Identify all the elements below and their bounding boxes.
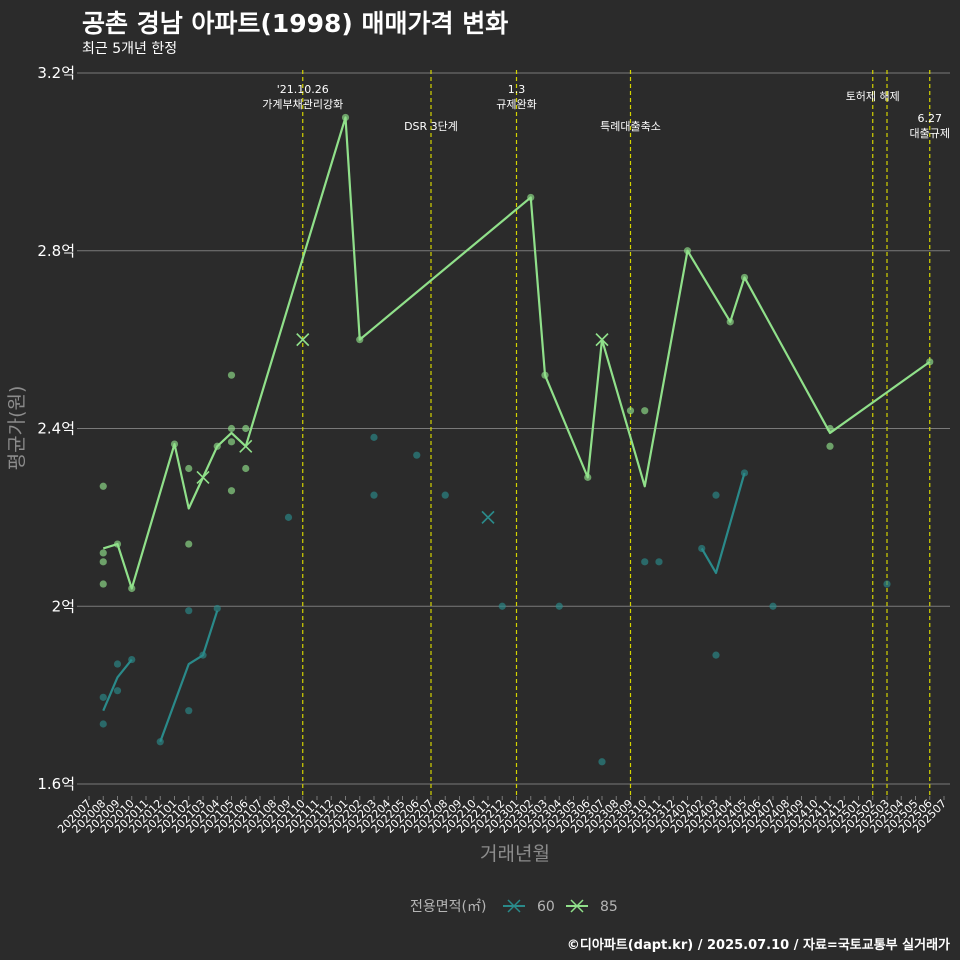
data-point-85 <box>185 464 193 473</box>
series-line-85 <box>102 116 931 590</box>
data-point-85 <box>227 371 236 379</box>
event-label: 대출규제 <box>910 127 950 140</box>
event-label: DSR 3단계 <box>404 120 458 133</box>
series-line-60 <box>700 472 746 575</box>
data-point-85 <box>99 558 107 566</box>
data-point-85 <box>99 580 107 588</box>
cross-marker-85 <box>239 439 253 453</box>
data-point-85 <box>242 424 250 433</box>
data-series <box>99 113 934 766</box>
data-point-85 <box>99 482 107 490</box>
legend-85-cross-icon <box>570 899 584 913</box>
data-point-60 <box>598 758 606 766</box>
event-label: 가계부채관리강화 <box>262 98 343 111</box>
data-point-85 <box>227 438 236 446</box>
y-tick-label: 2.8억 <box>37 242 75 260</box>
data-point-60 <box>498 602 506 610</box>
data-point-85 <box>99 549 107 557</box>
series-line-60 <box>102 658 133 712</box>
legend-title: 전용면적(㎡) <box>410 899 486 915</box>
data-point-60 <box>555 602 563 610</box>
x-axis-ticks: 2020072020082020092020102020112020122021… <box>55 796 949 836</box>
y-tick-label: 1.6억 <box>37 775 75 793</box>
chart-subtitle: 최근 5개년 한정 <box>82 41 178 57</box>
data-point-60 <box>370 491 378 499</box>
data-point-60 <box>655 558 663 566</box>
data-point-60 <box>185 607 193 615</box>
chart-title: 공촌 경남 아파트(1998) 매매가격 변화 <box>82 9 509 38</box>
data-point-60 <box>769 602 777 610</box>
cross-marker-85 <box>296 333 310 347</box>
series-line-60 <box>159 610 219 743</box>
data-point-60 <box>99 693 107 701</box>
data-point-60 <box>370 433 378 441</box>
data-point-85 <box>242 464 250 473</box>
data-point-60 <box>284 513 293 521</box>
cross-marker-60 <box>481 510 495 524</box>
y-tick-label: 3.2억 <box>37 64 75 82</box>
data-point-85 <box>626 407 635 415</box>
event-label: '21.10.26 <box>277 83 329 96</box>
data-point-60 <box>641 558 649 566</box>
legend: 전용면적(㎡) 60 85 <box>410 899 618 915</box>
cross-marker-85 <box>196 470 210 484</box>
source-caption: ©디아파트(dapt.kr) / 2025.07.10 / 자료=국토교통부 실… <box>566 938 950 953</box>
event-label: 토허제 해제 <box>846 89 900 103</box>
legend-85-label: 85 <box>600 899 618 915</box>
y-tick-label: 2억 <box>52 597 75 615</box>
event-label: 1.3 <box>508 83 526 96</box>
data-point-85 <box>227 424 236 433</box>
data-point-60 <box>113 660 122 668</box>
y-axis-title: 평균가(원) <box>6 386 28 471</box>
legend-60-label: 60 <box>537 899 555 915</box>
data-point-60 <box>712 491 720 499</box>
cross-marker-85 <box>595 333 609 347</box>
data-point-60 <box>185 707 193 715</box>
data-point-60 <box>883 580 891 588</box>
data-point-85 <box>227 487 236 495</box>
event-label: 특례대출축소 <box>600 120 661 133</box>
data-point-60 <box>712 651 720 659</box>
data-point-60 <box>441 491 449 499</box>
event-label: 규제완화 <box>496 98 536 111</box>
data-point-60 <box>113 687 122 695</box>
legend-60-cross-icon <box>507 899 521 913</box>
event-label: 6.27 <box>918 112 943 125</box>
data-point-85 <box>641 407 649 415</box>
data-point-85 <box>826 442 834 450</box>
data-point-85 <box>185 540 193 548</box>
x-axis-title: 거래년월 <box>480 843 550 865</box>
y-axis-ticks: 1.6억 2억 2.4억 2.8억 3.2억 <box>37 64 82 793</box>
data-point-60 <box>213 604 221 613</box>
data-point-60 <box>99 720 107 728</box>
data-point-60 <box>413 451 421 459</box>
y-tick-label: 2.4억 <box>37 420 75 438</box>
